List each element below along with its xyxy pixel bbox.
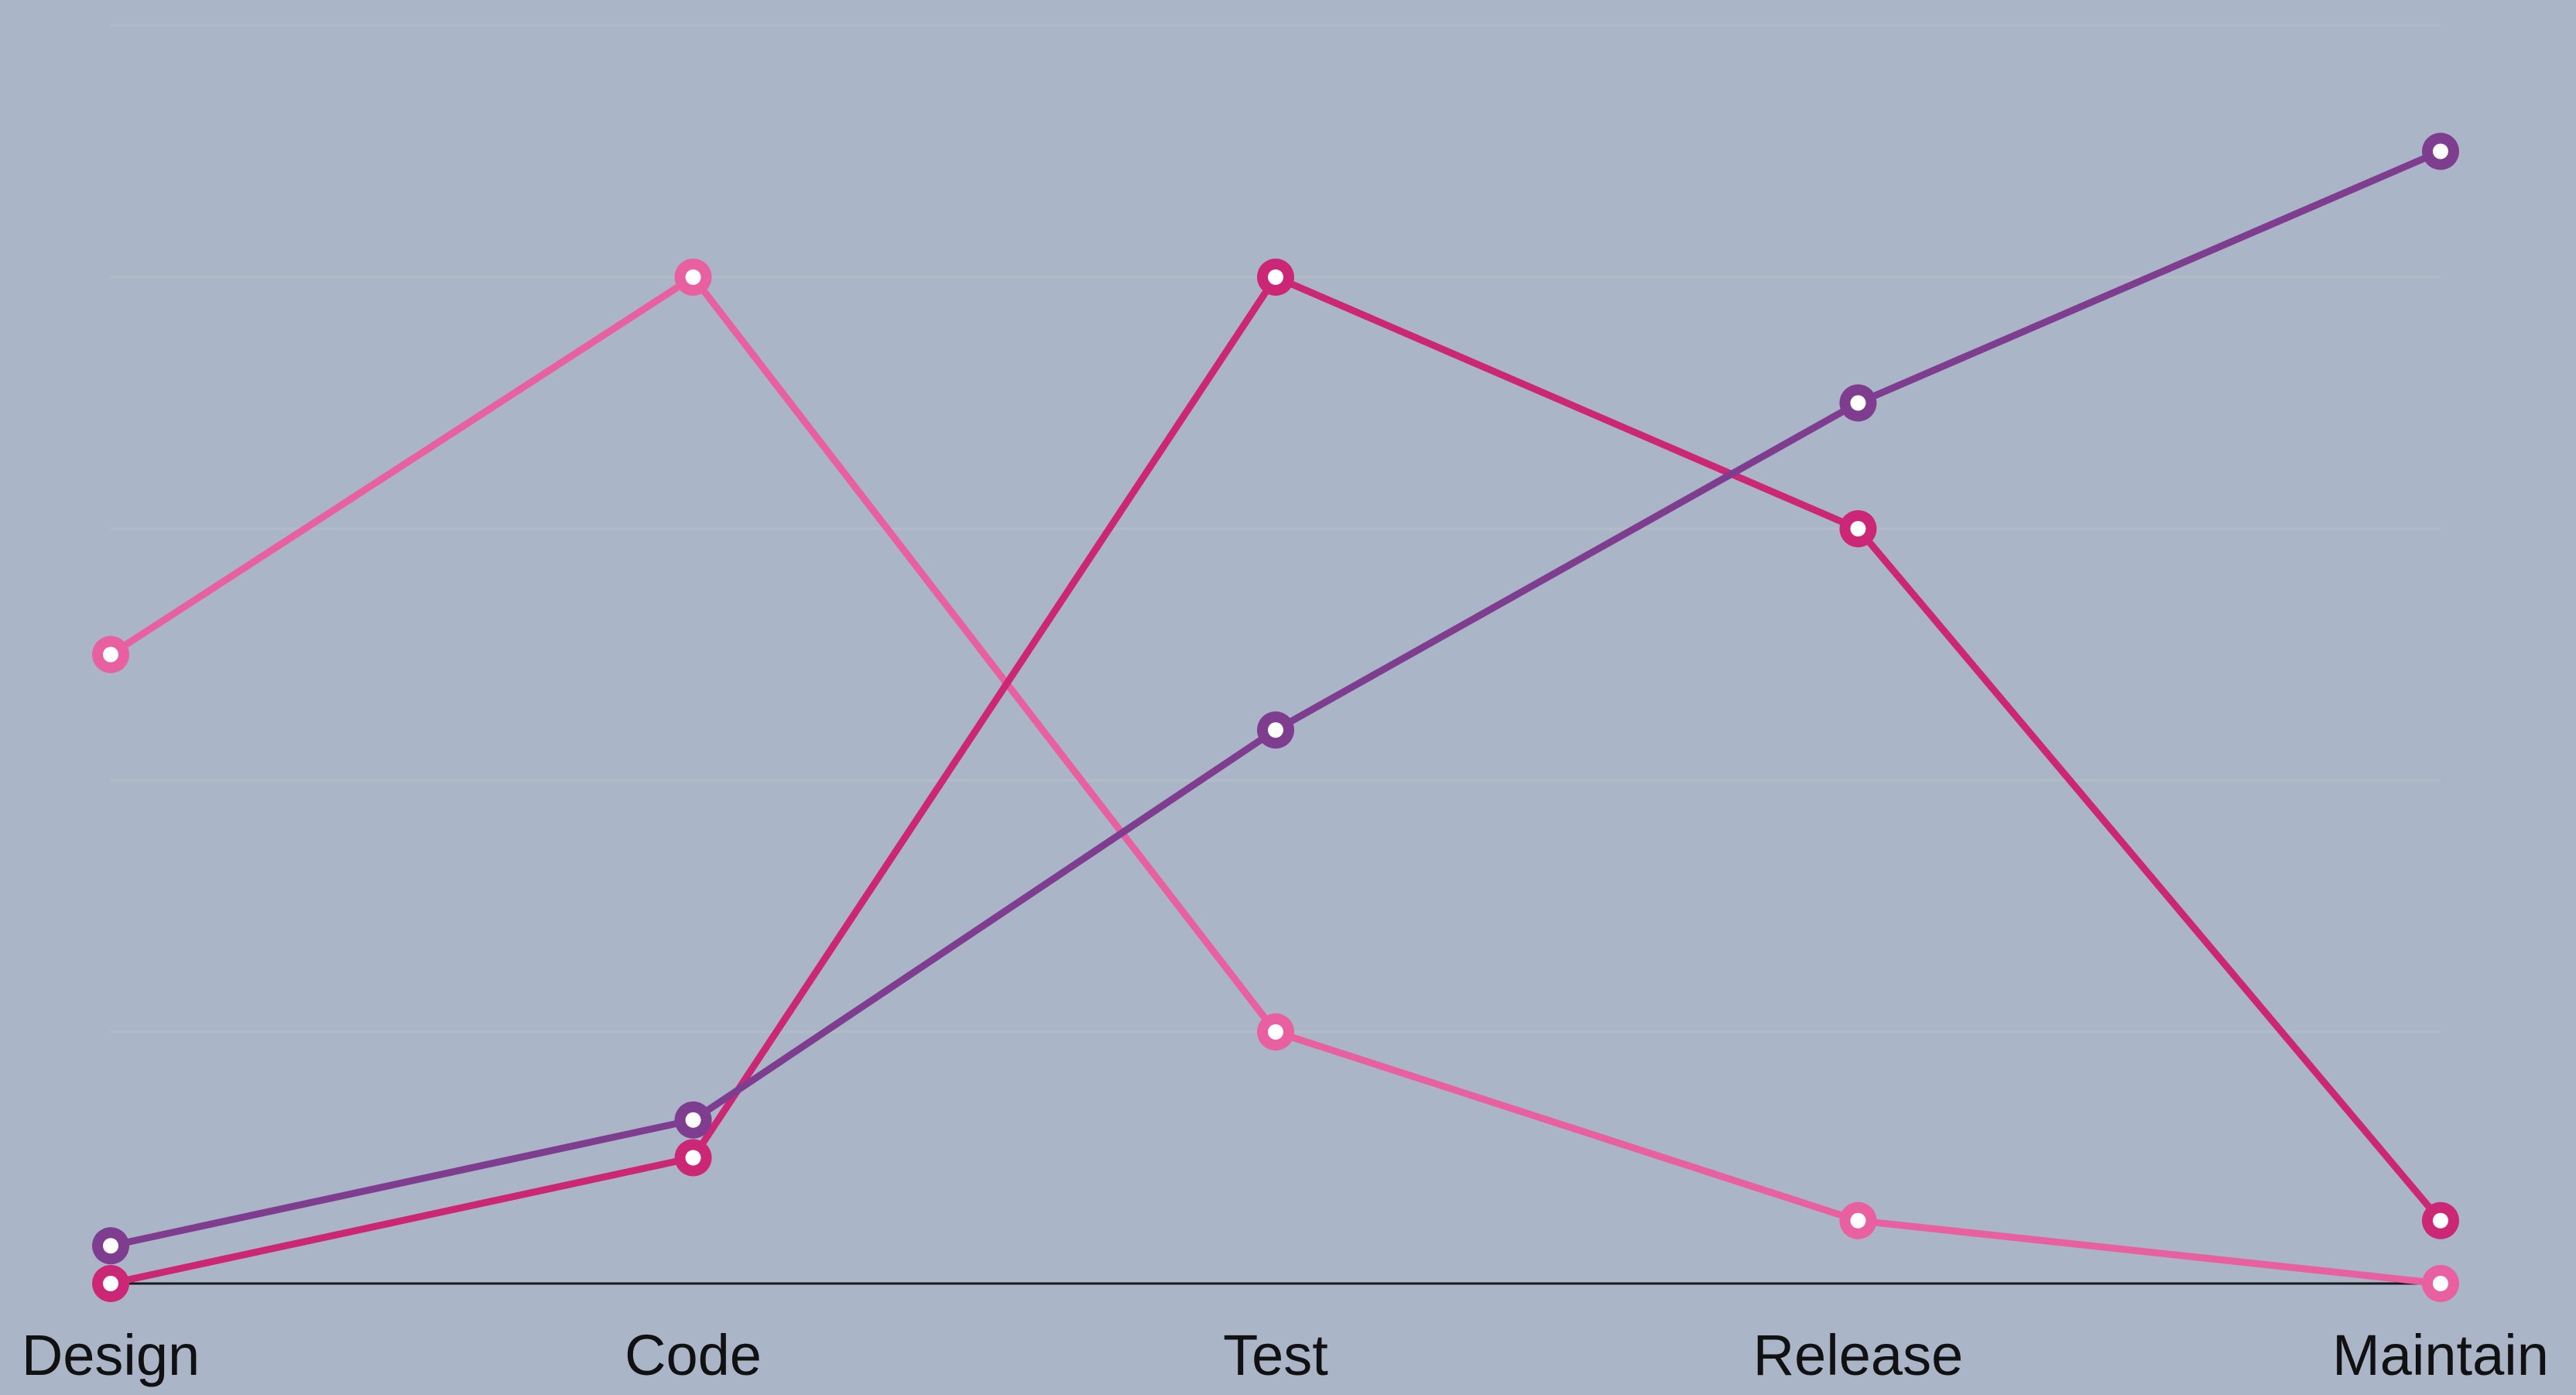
data-point-series-1-design: [92, 636, 129, 674]
data-point-series-3-test: [1257, 711, 1294, 749]
x-axis-tick-labels: Design Code Test Release Maintain: [22, 1323, 2549, 1387]
data-point-series-2-code: [674, 1139, 712, 1177]
data-point-series-2-maintain: [2422, 1201, 2459, 1239]
data-point-series-2-design: [92, 1265, 129, 1302]
x-tick-label-test: Test: [1223, 1323, 1328, 1387]
data-point-series-3-design: [92, 1227, 129, 1265]
data-point-series-3-maintain: [2422, 132, 2459, 170]
data-point-series-1-code: [674, 259, 712, 296]
data-point-series-2-test: [1257, 259, 1294, 296]
x-tick-label-code: Code: [625, 1323, 762, 1387]
data-point-series-2-release: [1839, 510, 1877, 547]
series-markers: [92, 132, 2459, 1302]
data-point-series-3-release: [1839, 384, 1877, 422]
x-tick-label-release: Release: [1753, 1323, 1964, 1387]
x-tick-label-design: Design: [22, 1323, 200, 1387]
x-tick-label-maintain: Maintain: [2332, 1323, 2549, 1387]
data-point-series-1-test: [1257, 1013, 1294, 1051]
data-point-series-1-maintain: [2422, 1265, 2459, 1302]
data-point-series-1-release: [1839, 1201, 1877, 1239]
data-point-series-3-code: [674, 1101, 712, 1139]
